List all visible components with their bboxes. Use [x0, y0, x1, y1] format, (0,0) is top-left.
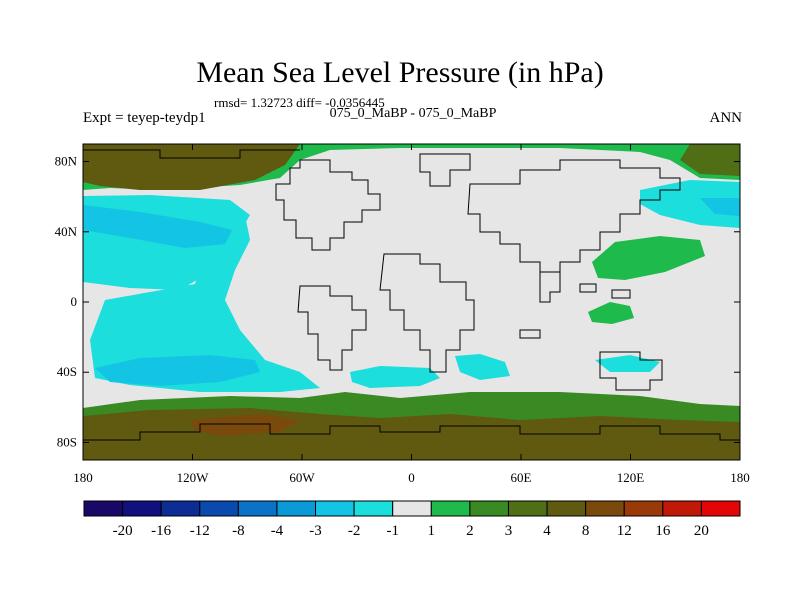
chart-title: Mean Sea Level Pressure (in hPa) [196, 56, 604, 89]
colorbar-label: -4 [271, 523, 284, 539]
season-label: ANN [709, 110, 743, 126]
x-tick-label: 0 [408, 470, 415, 485]
colorbar-label: -1 [386, 523, 399, 539]
arctic-coast-outline [83, 149, 300, 159]
colorbar-swatch [199, 500, 239, 517]
colorbar-swatch [392, 500, 432, 517]
colorbar-swatch [83, 500, 124, 517]
antarctica-outline [83, 423, 740, 441]
colorbar-swatch [623, 500, 664, 517]
south-pacific-blue [95, 355, 260, 386]
colorbar-swatch [662, 500, 702, 517]
south-atlantic-cyan [350, 366, 440, 388]
asia-green-region [592, 236, 705, 280]
africa-outline [379, 253, 475, 373]
arctic-brown-east [680, 144, 740, 176]
north-pacific-blue [83, 205, 232, 248]
colorbar-label: -20 [113, 523, 133, 539]
colorbar-label: 20 [694, 523, 709, 539]
eurasia-outline [467, 159, 681, 273]
antarctic-dark-patch [190, 414, 300, 436]
colorbar-label: 1 [428, 523, 436, 539]
arctic-brown-west [83, 144, 300, 190]
colorbar-swatch [469, 500, 509, 517]
y-tick-label: 0 [71, 294, 78, 309]
colorbar-label: 12 [617, 523, 632, 539]
x-tick-label: 120E [617, 470, 645, 485]
y-tick-label: 40S [57, 364, 77, 379]
north-america-outline [275, 159, 381, 251]
x-tick-label: 180 [730, 470, 750, 485]
colorbar-swatch [507, 500, 548, 517]
colorbar-label: 8 [582, 523, 590, 539]
y-tick-label: 80N [55, 154, 78, 169]
x-tick-label: 60W [289, 470, 315, 485]
x-axis: 180 120W 60W 0 60E 120E 180 [73, 144, 750, 485]
colorbar-swatch [430, 500, 471, 517]
colorbar-label: -8 [232, 523, 245, 539]
x-tick-label: 180 [73, 470, 93, 485]
colorbar-label: 3 [505, 523, 513, 539]
central-pacific-cyan [90, 215, 320, 392]
south-america-outline [297, 285, 367, 371]
experiment-label: Expt = teyep-teydp1 [83, 110, 206, 126]
colorbar-label: 4 [543, 523, 551, 539]
coastline-layer [83, 149, 740, 441]
runs-label: 075_0_MaBP - 075_0_MaBP [329, 106, 497, 121]
stats-line: rmsd= 1.32723 diff= -0.0356445 [214, 95, 385, 110]
colorbar-swatch [276, 500, 317, 517]
greenland-outline [419, 153, 471, 187]
contour-fill-layer [83, 144, 740, 460]
australia-outline [599, 351, 663, 391]
colorbar-swatch [122, 500, 162, 517]
ne-pacific-cyan [640, 180, 740, 228]
colorbar-label: -12 [190, 523, 210, 539]
india-outline [539, 271, 561, 303]
indian-ocean-cyan [455, 354, 510, 380]
y-tick-label: 40N [55, 224, 78, 239]
y-axis: 80N 40N 0 40S 80S [55, 154, 740, 449]
colorbar-swatch [353, 500, 394, 517]
x-tick-label: 120W [177, 470, 210, 485]
colorbar-swatch [700, 500, 741, 517]
se-asia-green-region [588, 302, 634, 324]
colorbar-label: 16 [655, 523, 671, 539]
colorbar-swatch [160, 500, 201, 517]
colorbar-label: -16 [151, 523, 171, 539]
colorbar: -20 -16 -12 -8 -4 -3 -2 -1 1 2 3 4 8 12 16 20 [83, 500, 741, 539]
se-asia-islands-outline [519, 283, 631, 339]
colorbar-label: 2 [466, 523, 474, 539]
colorbar-swatch [315, 500, 355, 517]
x-tick-label: 60E [511, 470, 532, 485]
colorbar-label: -3 [309, 523, 322, 539]
south-indian-cyan [595, 355, 660, 372]
ne-pacific-blue [700, 198, 740, 216]
colorbar-swatch [237, 500, 278, 517]
colorbar-swatch [585, 500, 625, 517]
colorbar-label: -2 [348, 523, 361, 539]
y-tick-label: 80S [57, 434, 77, 449]
colorbar-swatch [546, 500, 587, 517]
